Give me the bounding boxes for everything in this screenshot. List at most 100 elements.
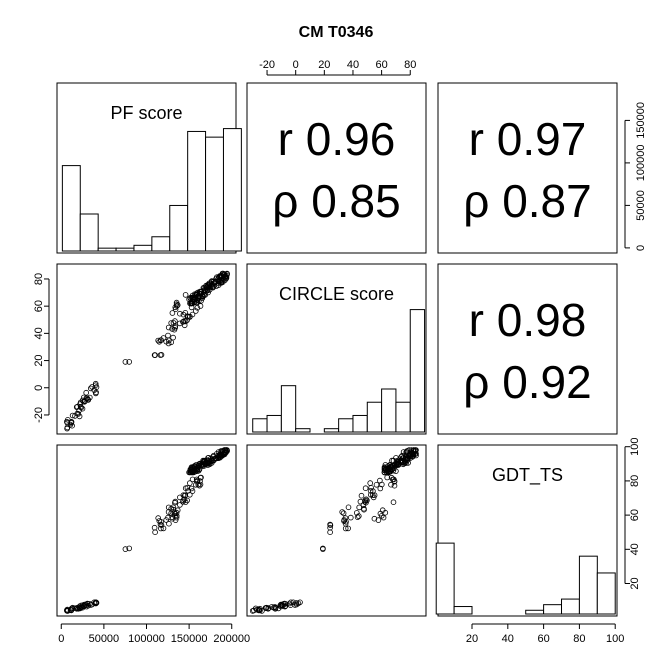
hist-bar-circle-score-5 — [323, 428, 340, 433]
panel-1-2: r 0.96 ρ 0.85 — [246, 82, 427, 254]
scatter-point — [391, 482, 398, 489]
scatter-point — [196, 482, 203, 489]
scatter-point — [158, 518, 164, 525]
scatter-point — [270, 604, 277, 611]
scatter-point — [398, 459, 404, 465]
scatter-point — [362, 485, 369, 492]
scatter-point — [282, 600, 289, 607]
scatter-point — [172, 510, 179, 517]
scatter-point — [165, 332, 171, 339]
scatter-point — [272, 604, 279, 611]
scatter-point — [157, 521, 164, 528]
scatter-point — [196, 467, 202, 474]
scatter-point — [411, 451, 418, 458]
scatter-point — [363, 499, 369, 506]
scatter-point — [403, 449, 410, 455]
scatter-point — [122, 546, 129, 552]
scatter-point — [64, 425, 70, 432]
scatter-point — [69, 412, 76, 419]
hist-bar-gdt-ts-0 — [435, 542, 455, 615]
scatter-point — [197, 303, 204, 309]
tick-label: 0 — [293, 59, 299, 71]
scatter-point — [391, 478, 398, 485]
scatter-point — [361, 505, 367, 512]
scatter-point — [126, 545, 132, 552]
label-pf-score: PF score — [110, 103, 182, 123]
scatter-point — [402, 455, 409, 462]
scatter-point — [373, 481, 380, 488]
y-axis-right-gdt-ts: 20 40 60 80 100 — [624, 438, 641, 590]
tick-label: 60 — [629, 509, 641, 521]
panel-3-1 — [56, 444, 237, 617]
scatter-point — [377, 485, 384, 492]
scatter-point — [83, 389, 89, 396]
scatter-point — [65, 416, 71, 423]
scatter-point — [68, 607, 75, 614]
scatter-point — [278, 603, 284, 610]
scatter-point — [187, 313, 193, 320]
scatter-point — [165, 340, 172, 347]
correlation-r-pf-score-circle-score: r 0.96 — [278, 113, 396, 165]
scatter-point — [93, 384, 100, 390]
x-axis-bottom-gdt-ts: 20 40 60 80 100 — [466, 623, 624, 645]
scatter-point — [77, 403, 84, 410]
scatter-point — [215, 280, 222, 287]
panel-frame — [246, 263, 427, 435]
panel-1-3: r 0.97 ρ 0.87 — [437, 82, 618, 254]
hist-bar-pf-score-8 — [205, 136, 224, 252]
scatter-point — [168, 339, 175, 346]
scatter-point — [353, 510, 360, 516]
scatter-point — [362, 498, 368, 505]
scatter-point — [87, 394, 93, 401]
scatter-point — [327, 521, 333, 528]
scatter-point — [287, 602, 294, 608]
tick-label: 20 — [318, 59, 330, 71]
scatter-point — [170, 334, 176, 341]
scatter-point — [158, 525, 164, 532]
hist-bar-pf-score-0 — [61, 165, 81, 252]
scatter-point — [88, 385, 94, 392]
panel-3-2 — [246, 444, 427, 617]
panel-2-2: CIRCLE score — [246, 263, 427, 435]
panel-1-1: PF score — [56, 82, 242, 254]
scatter-point — [215, 449, 222, 455]
scatter-point — [87, 600, 93, 607]
scatter-point — [354, 514, 361, 520]
correlation-r-circle-score-gdt-ts: r 0.98 — [469, 294, 587, 346]
scatter-point — [255, 607, 262, 614]
tick-label: -20 — [259, 59, 275, 71]
scatter-point — [67, 606, 74, 613]
scatter-point — [297, 599, 303, 606]
scatter-point — [92, 599, 99, 606]
panel-frame — [246, 82, 427, 254]
tick-label: 40 — [629, 543, 641, 555]
scatter-point — [92, 380, 99, 387]
scatter-point — [367, 487, 374, 494]
scatter-point — [367, 491, 374, 498]
scatter-point — [177, 310, 183, 317]
scatter-point — [171, 326, 178, 333]
panel-2-3: r 0.98 ρ 0.92 — [437, 263, 618, 435]
scatter-point — [215, 282, 222, 289]
tick-label: 60 — [375, 59, 387, 71]
scatter-point — [375, 517, 382, 523]
scatter-point — [189, 294, 195, 301]
scatter-point — [390, 499, 397, 506]
hist-bar-circle-score-9 — [381, 388, 397, 433]
hist-bar-circle-score-10 — [395, 401, 411, 433]
scatter-point — [249, 608, 256, 614]
scatter-point — [182, 292, 189, 298]
scatter-point — [194, 477, 201, 484]
correlation-r-pf-score-gdt-ts: r 0.97 — [469, 113, 587, 165]
correlation-rho-pf-score-circle-score: ρ 0.85 — [272, 175, 400, 227]
chart-title: CM T0346 — [299, 24, 374, 41]
scatter-point — [259, 608, 265, 614]
scatter-point — [202, 292, 209, 298]
scatter-point — [168, 505, 175, 512]
scatter-point — [151, 524, 158, 531]
scatter-point — [194, 297, 201, 303]
hist-bar-pf-score-3 — [115, 247, 135, 252]
scatter-point — [200, 284, 207, 291]
x-axis-bottom-pf-score: 0 50000 100000 150000 200000 — [58, 623, 250, 645]
panel-2-1 — [56, 263, 237, 435]
